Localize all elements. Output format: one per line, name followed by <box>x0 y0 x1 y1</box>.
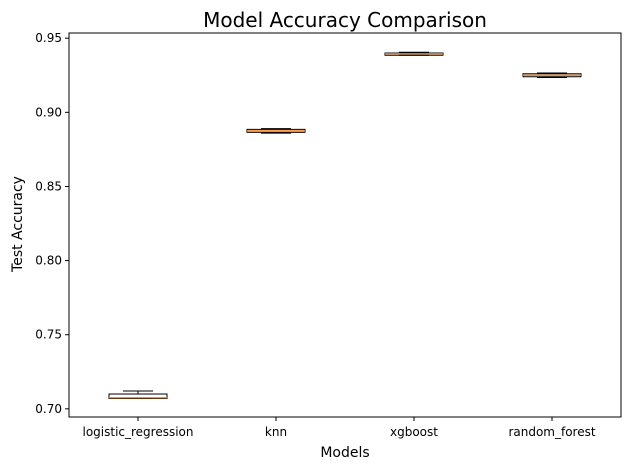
x-axis-label: Models <box>320 445 369 461</box>
y-tick-label: 0.75 <box>35 328 62 342</box>
y-tick-label: 0.90 <box>35 105 62 119</box>
plot-area <box>68 32 622 418</box>
boxplots <box>108 51 582 399</box>
boxplot-random_forest <box>522 72 582 78</box>
y-tick-label: 0.80 <box>35 254 62 268</box>
y-axis: 0.70 0.75 0.80 0.85 0.90 0.95 <box>35 31 69 416</box>
x-tick-label: logistic_regression <box>82 425 193 439</box>
boxplot-xgboost <box>384 51 444 56</box>
x-tick-label: random_forest <box>508 425 595 439</box>
x-axis: logistic_regression knn xgboost random_fore… <box>82 417 596 439</box>
y-tick-label: 0.70 <box>35 402 62 416</box>
y-axis-label: Test Accuracy <box>10 176 26 273</box>
y-tick-label: 0.95 <box>35 31 62 45</box>
y-tick-label: 0.85 <box>35 179 62 193</box>
boxplot-logistic_regression <box>108 390 168 399</box>
x-tick-label: xgboost <box>390 425 438 439</box>
chart-title: Model Accuracy Comparison <box>203 8 487 32</box>
box <box>108 393 168 399</box>
boxplot-knn <box>246 128 306 134</box>
x-tick-label: knn <box>265 425 287 439</box>
